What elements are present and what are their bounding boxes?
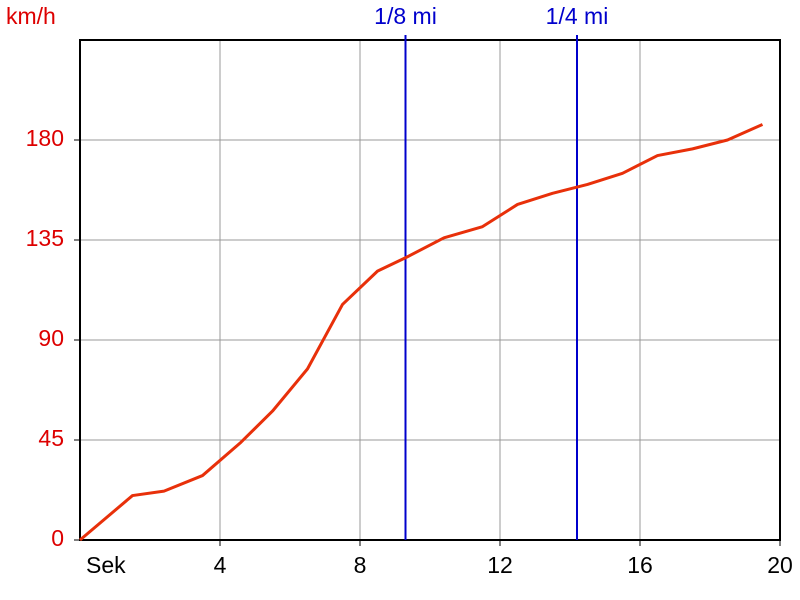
x-tick-label: 12 xyxy=(487,552,513,578)
x-tick-label: 16 xyxy=(627,552,653,578)
x-tick-label: 4 xyxy=(214,552,227,578)
y-tick-label: 180 xyxy=(26,125,64,151)
marker-label: 1/4 mi xyxy=(546,3,609,29)
x-tick-label: 8 xyxy=(354,552,367,578)
y-axis-label: km/h xyxy=(6,3,56,29)
y-tick-label: 0 xyxy=(51,525,64,551)
x-tick-label: 20 xyxy=(767,552,793,578)
marker-label: 1/8 mi xyxy=(374,3,437,29)
y-tick-label: 90 xyxy=(38,325,64,351)
y-tick-label: 135 xyxy=(26,225,64,251)
x-axis-label: Sek xyxy=(86,552,126,578)
data-line xyxy=(79,123,764,542)
y-tick-label: 45 xyxy=(38,425,64,451)
plot-frame xyxy=(79,39,781,541)
